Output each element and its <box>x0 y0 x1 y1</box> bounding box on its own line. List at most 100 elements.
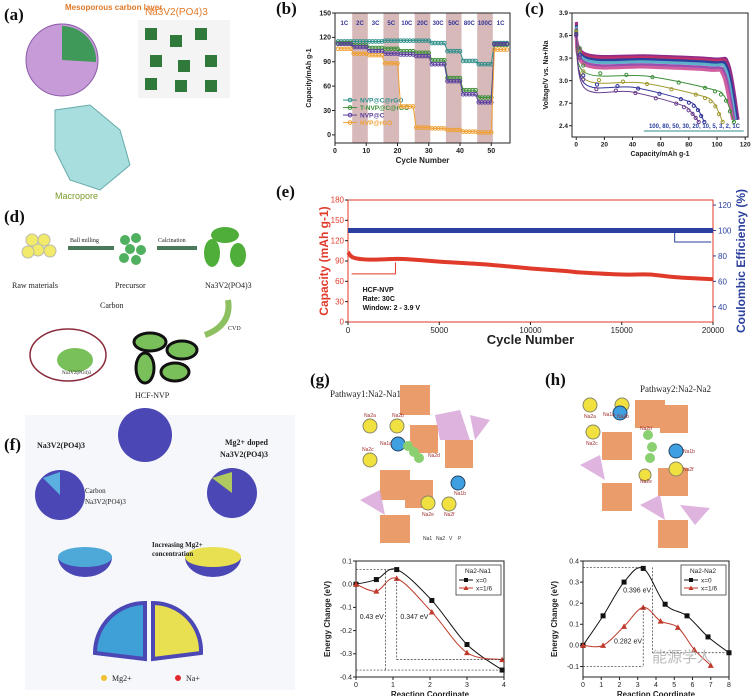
legend-label: NVP@C@rGO <box>360 98 403 105</box>
charts: 1C 2C 3C 5C 10C 20C 30C 50C 80C 100C 1C0 10 20 30 40 50… <box>306 10 751 696</box>
data-point <box>457 78 463 84</box>
carbon-layer-label: Mesoporous carbon layer <box>65 3 162 12</box>
data-point <box>620 79 626 84</box>
svg-text:Na2d: Na2d <box>640 426 652 432</box>
panel-d: (d) Ball milling Calcination Raw materia… <box>4 207 252 400</box>
data-point <box>594 82 600 87</box>
panel-label-e: (e) <box>276 182 295 201</box>
data-point <box>653 96 658 101</box>
data-point <box>426 38 432 43</box>
right-title-2: Na3V2(PO4)3 <box>220 450 268 459</box>
inset-particle <box>57 348 93 372</box>
panel-g-structure: (g) Pathway1:Na2-Na1 Na2a Na2b Na1a Na2c N… <box>310 370 490 543</box>
y-tick-label: 0 <box>327 132 331 139</box>
svg-text:Na2e: Na2e <box>640 479 652 485</box>
x-axis-label: Reaction Coordinate <box>617 690 696 696</box>
x-tick-label: 4 <box>502 682 506 689</box>
barrier-label: 0.43 eV <box>360 614 384 621</box>
data-point <box>613 88 618 93</box>
series-line <box>338 40 507 65</box>
data-point <box>373 588 380 594</box>
data-point <box>581 69 586 74</box>
capacity-series <box>346 250 714 282</box>
y-right-tick-label: 40 <box>718 303 727 312</box>
data-point <box>702 85 708 90</box>
data-point <box>657 91 662 96</box>
rate-label: 50C <box>448 21 460 27</box>
data-point <box>426 53 432 59</box>
mg-legend-label: Mg2+ <box>112 674 132 683</box>
rate-band <box>477 13 493 143</box>
data-point <box>581 73 586 78</box>
data-point <box>662 601 668 607</box>
annotation: Rate: 30C <box>363 296 395 303</box>
data-point <box>581 63 586 68</box>
x-tick-label: 6 <box>691 682 695 689</box>
svg-text:V: V <box>449 536 453 542</box>
ball-milling-arrow <box>68 246 114 250</box>
x-tick-label: 8 <box>727 682 731 689</box>
data-point <box>621 623 628 629</box>
x-tick-label: 4 <box>654 682 658 689</box>
svg-text:Na2a: Na2a <box>584 414 596 420</box>
data-point <box>504 47 510 52</box>
rate-label: 30C <box>433 21 445 27</box>
data-point <box>699 113 704 119</box>
data-point <box>410 104 416 109</box>
data-point <box>363 44 369 50</box>
x-tick-label: 0 <box>346 326 351 335</box>
data-point <box>394 567 400 573</box>
y-tick-label: 90 <box>323 59 331 66</box>
data-point <box>684 613 690 619</box>
data-point <box>691 646 698 653</box>
rate-band <box>414 13 431 143</box>
svg-text:Na2e: Na2e <box>422 512 434 518</box>
migration-path-h <box>643 430 657 463</box>
x-tick-label: 50 <box>487 148 495 155</box>
voltage-curve <box>575 30 735 123</box>
inset-formula: Na3V2(PO4)3 <box>62 371 92 376</box>
sphere-carbon-cut <box>43 472 60 495</box>
y-tick-label: 120 <box>319 35 331 42</box>
data-point <box>691 103 696 108</box>
data-point <box>713 104 718 109</box>
x-tick-label: 1 <box>599 682 603 689</box>
rate-label: 20C <box>417 21 429 27</box>
na-legend-dot <box>175 675 181 681</box>
svg-text:Na2a: Na2a <box>364 413 376 419</box>
y-tick-label: 0.0 <box>342 582 352 589</box>
x-tick-label: 10000 <box>519 326 542 335</box>
panel-label-d: (d) <box>4 207 25 226</box>
data-point <box>464 642 470 648</box>
legend-label: NVP@rGO <box>360 120 392 127</box>
x-tick-label: 60 <box>657 142 665 149</box>
right-axis-arrow <box>674 233 712 243</box>
hcf-nvp-icon <box>132 331 199 385</box>
legend-label: x=1/6 <box>476 586 492 593</box>
data-point <box>499 667 505 673</box>
x-tick-label: 40 <box>629 142 637 149</box>
y-tick-label: -0.2 <box>340 628 352 635</box>
svg-text:Na2b: Na2b <box>617 414 629 420</box>
svg-text:Na2: Na2 <box>436 536 445 542</box>
right-title-1: Mg2+ doped <box>225 438 269 447</box>
gradient-label-1: Increasing Mg2+ <box>152 541 203 549</box>
legend-marker <box>463 585 469 590</box>
data-point <box>650 75 655 80</box>
data-point <box>702 96 708 101</box>
data-point <box>473 58 478 64</box>
nvp-particles-icon <box>204 227 246 267</box>
na1-sites <box>390 436 466 491</box>
data-point <box>695 107 701 113</box>
vo6-octahedra <box>380 385 473 543</box>
y-tick-label: 30 <box>323 108 331 115</box>
x-tick-label: 1 <box>391 682 395 689</box>
data-point <box>581 77 586 82</box>
data-point <box>442 61 447 67</box>
y-tick-label: 90 <box>335 257 344 266</box>
y-right-tick-label: 100 <box>718 227 732 236</box>
data-point <box>636 86 641 91</box>
y-tick-label: 30 <box>335 297 344 306</box>
